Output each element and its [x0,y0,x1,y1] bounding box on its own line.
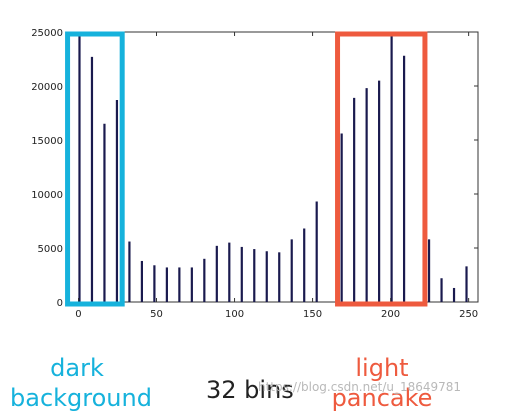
watermark: https://blog.csdn.net/u_18649781 [258,380,462,394]
x-tick-label: 100 [225,309,244,320]
plot-area-border [65,31,479,303]
light-pancake-caption: light pancake [331,354,433,412]
y-tick-label: 0 [57,298,63,309]
y-tick-label: 25000 [31,28,63,39]
y-tick-label: 15000 [31,136,63,147]
plot-frame [65,31,479,303]
x-axis-ticks: 0 50 100 150 200 250 [75,32,478,320]
x-tick-label: 150 [303,309,322,320]
x-tick-label: 0 [75,309,81,320]
dark-background-highlight-box [65,31,125,307]
x-tick-label: 250 [459,309,478,320]
light-pancake-highlight-box [335,31,428,307]
dark-background-caption: dark background [10,354,152,412]
y-tick-label: 20000 [31,82,63,93]
y-tick-label: 5000 [38,244,63,255]
bins-count-caption: 32 bins [206,376,294,404]
x-tick-label: 50 [150,309,163,320]
y-tick-label: 10000 [31,190,63,201]
x-tick-label: 200 [381,309,400,320]
highlight-boxes [65,31,428,307]
histogram-bars [78,34,468,302]
